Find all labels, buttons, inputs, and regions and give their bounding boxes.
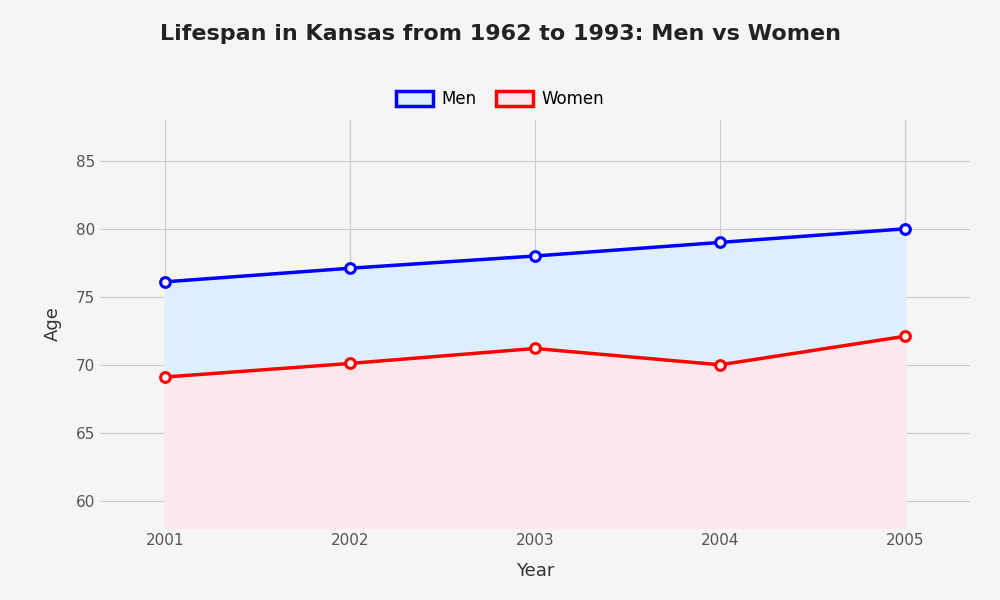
Text: Lifespan in Kansas from 1962 to 1993: Men vs Women: Lifespan in Kansas from 1962 to 1993: Me… [160,24,840,44]
Legend: Men, Women: Men, Women [389,83,611,115]
Y-axis label: Age: Age [44,307,62,341]
X-axis label: Year: Year [516,562,554,580]
